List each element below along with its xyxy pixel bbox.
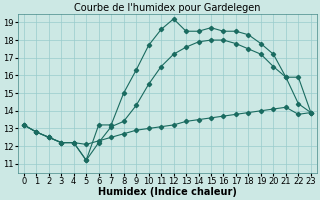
X-axis label: Humidex (Indice chaleur): Humidex (Indice chaleur) bbox=[98, 187, 237, 197]
Title: Courbe de l'humidex pour Gardelegen: Courbe de l'humidex pour Gardelegen bbox=[74, 3, 260, 13]
